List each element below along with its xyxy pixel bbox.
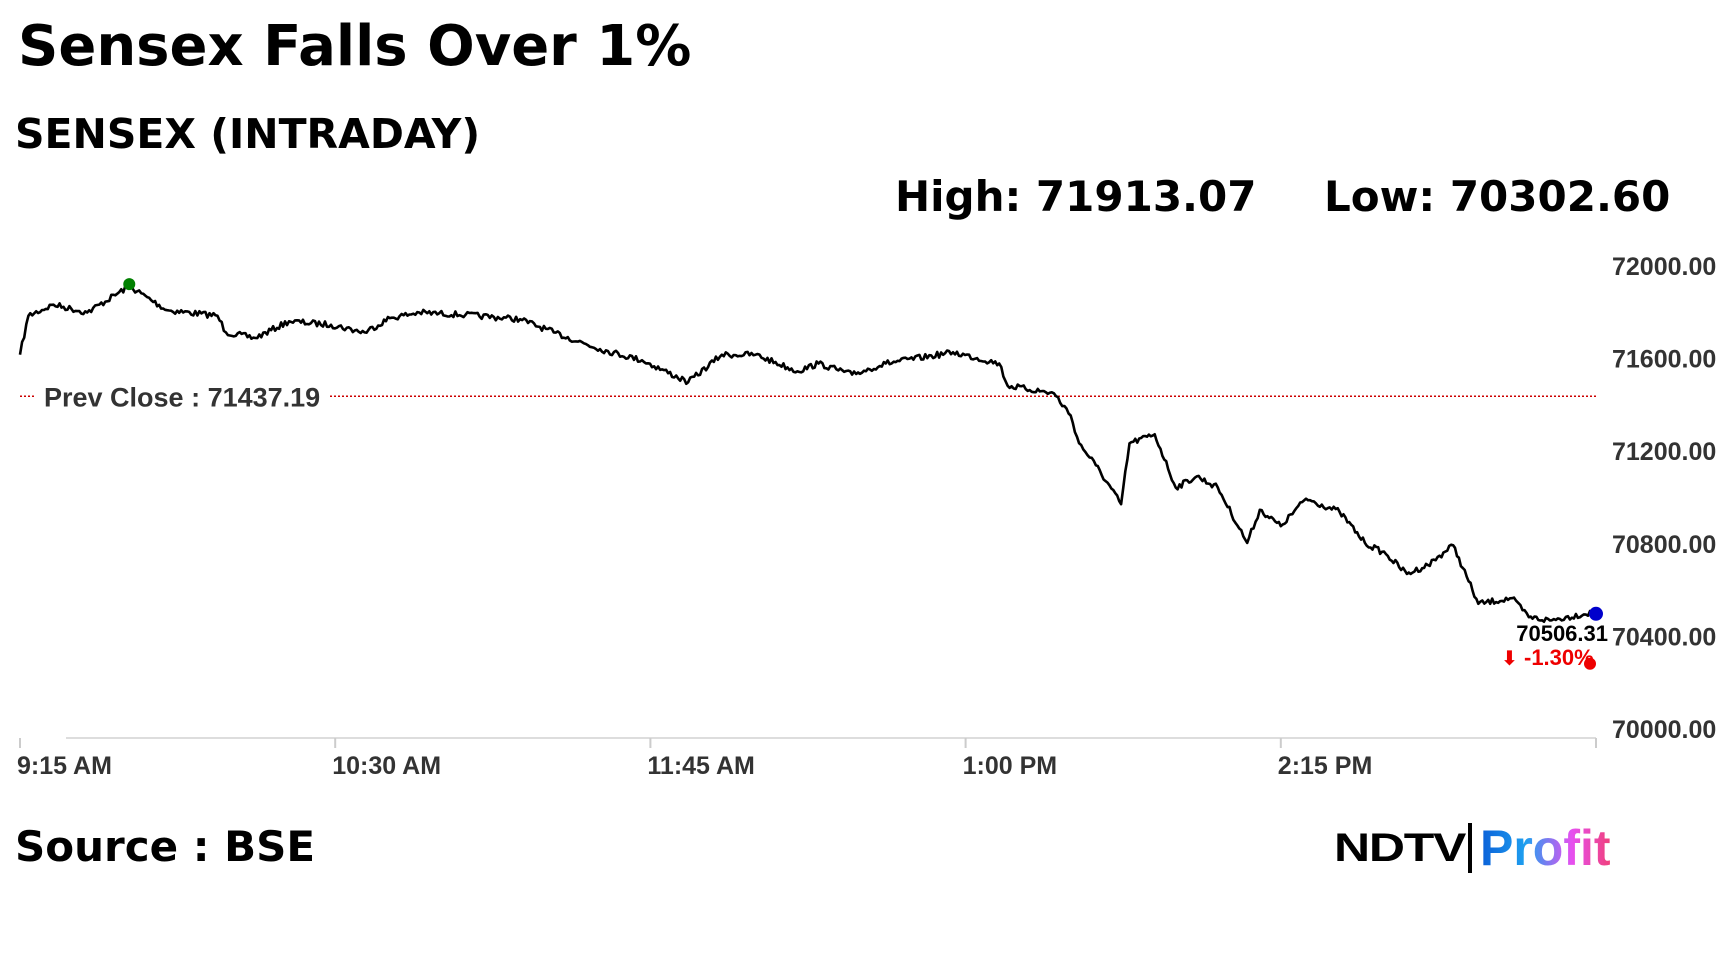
y-tick-label: 72000.00 bbox=[1612, 253, 1716, 281]
last-marker bbox=[1589, 606, 1603, 621]
down-arrow-icon: ⬇ bbox=[1501, 646, 1518, 670]
high-marker bbox=[123, 278, 136, 291]
x-tick-label: 2:15 PM bbox=[1278, 752, 1372, 780]
chart-subtitle: SENSEX (INTRADAY) bbox=[15, 110, 481, 158]
ndtv-profit-logo: NDTV Profit bbox=[1334, 820, 1611, 876]
low-value: Low: 70302.60 bbox=[1324, 172, 1671, 221]
change-percent-label: -1.30% bbox=[1524, 645, 1594, 670]
y-axis: 72000.00 71600.00 71200.00 70800.00 70400.00… bbox=[1612, 253, 1716, 744]
x-tick-label: 10:30 AM bbox=[332, 752, 441, 780]
y-tick-label: 71600.00 bbox=[1612, 346, 1716, 374]
x-tick-label: 11:45 AM bbox=[647, 752, 754, 780]
y-tick-label: 70000.00 bbox=[1612, 716, 1716, 744]
last-value-label: 70506.31 bbox=[1516, 621, 1608, 646]
x-tick-label: 9:15 AM bbox=[17, 752, 112, 780]
x-tick-label: 1:00 PM bbox=[963, 752, 1057, 780]
sensex-line bbox=[18, 284, 1596, 623]
logo-brand: NDTV bbox=[1334, 825, 1466, 870]
y-tick-label: 70400.00 bbox=[1612, 623, 1716, 651]
high-value: High: 71913.07 bbox=[895, 172, 1257, 221]
y-tick-label: 70800.00 bbox=[1612, 531, 1716, 559]
y-tick-label: 71200.00 bbox=[1612, 438, 1716, 466]
logo-product: Profit bbox=[1480, 820, 1611, 876]
x-axis: 9:15 AM 10:30 AM 11:45 AM 1:00 PM 2:15 PM bbox=[17, 737, 1597, 780]
source-label: Source : BSE bbox=[15, 822, 316, 871]
prev-close-label: Prev Close : 71437.19 bbox=[44, 382, 320, 412]
page-title: Sensex Falls Over 1% bbox=[18, 14, 692, 79]
change-marker bbox=[1584, 657, 1596, 670]
logo-divider bbox=[1468, 823, 1472, 873]
